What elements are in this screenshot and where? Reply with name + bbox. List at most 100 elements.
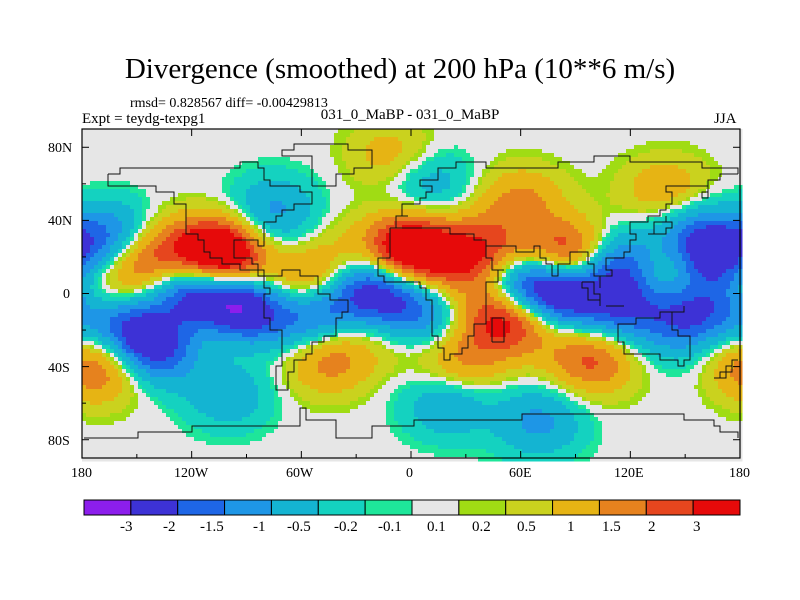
field-cell [174, 169, 179, 174]
field-cell [406, 177, 411, 182]
field-cell [322, 181, 327, 186]
field-cell [430, 193, 435, 198]
field-cell [718, 133, 723, 138]
field-cell [442, 165, 447, 170]
field-cell [238, 241, 243, 246]
field-cell [730, 233, 735, 238]
field-cell [562, 153, 567, 158]
field-cell [402, 145, 407, 150]
field-cell [310, 153, 315, 158]
field-cell [566, 229, 571, 234]
field-cell [726, 153, 731, 158]
field-cell [194, 161, 199, 166]
field-cell [218, 213, 223, 218]
field-cell [194, 157, 199, 162]
field-cell [678, 221, 683, 226]
field-cell [306, 189, 311, 194]
field-cell [550, 137, 555, 142]
field-cell [590, 245, 595, 250]
field-cell [358, 165, 363, 170]
field-cell [246, 133, 251, 138]
field-cell [238, 133, 243, 138]
field-cell [298, 229, 303, 234]
field-cell [566, 177, 571, 182]
field-cell [278, 225, 283, 230]
field-cell [618, 213, 623, 218]
field-cell [102, 181, 107, 186]
field-cell [142, 249, 147, 254]
field-cell [402, 209, 407, 214]
field-cell [598, 157, 603, 162]
field-cell [350, 237, 355, 242]
field-cell [550, 241, 555, 246]
field-cell [146, 129, 151, 134]
field-cell [578, 141, 583, 146]
field-cell [202, 133, 207, 138]
field-cell [562, 169, 567, 174]
field-cell [142, 221, 147, 226]
field-cell [226, 201, 231, 206]
field-cell [542, 137, 547, 142]
field-cell [594, 245, 599, 250]
field-cell [258, 233, 263, 238]
field-cell [178, 165, 183, 170]
field-cell [546, 177, 551, 182]
field-cell [550, 149, 555, 154]
field-cell [390, 205, 395, 210]
field-cell [502, 201, 507, 206]
field-cell [94, 229, 99, 234]
field-cell [82, 177, 87, 182]
field-cell [102, 229, 107, 234]
field-cell [94, 141, 99, 146]
field-cell [362, 197, 367, 202]
field-cell [166, 145, 171, 150]
field-cell [158, 181, 163, 186]
field-cell [690, 209, 695, 214]
field-cell [698, 241, 703, 246]
field-cell [646, 225, 651, 230]
field-cell [442, 205, 447, 210]
field-cell [102, 177, 107, 182]
field-cell [454, 133, 459, 138]
field-cell [386, 221, 391, 226]
field-cell [90, 217, 95, 222]
field-cell [430, 201, 435, 206]
field-cell [362, 149, 367, 154]
field-cell [446, 149, 451, 154]
field-cell [702, 229, 707, 234]
field-cell [410, 209, 415, 214]
field-cell [314, 161, 319, 166]
field-cell [450, 161, 455, 166]
field-cell [374, 245, 379, 250]
field-cell [358, 161, 363, 166]
field-cell [182, 225, 187, 230]
field-cell [694, 241, 699, 246]
field-cell [654, 213, 659, 218]
field-cell [422, 205, 427, 210]
field-cell [590, 149, 595, 154]
field-cell [146, 217, 151, 222]
field-cell [194, 133, 199, 138]
field-cell [354, 185, 359, 190]
field-cell [82, 245, 87, 250]
field-cell [406, 169, 411, 174]
field-cell [322, 237, 327, 242]
field-cell [154, 217, 159, 222]
field-cell [682, 217, 687, 222]
field-cell [554, 205, 559, 210]
field-cell [346, 217, 351, 222]
field-cell [602, 245, 607, 250]
field-cell [146, 189, 151, 194]
field-cell [166, 161, 171, 166]
field-cell [350, 129, 355, 134]
field-cell [598, 233, 603, 238]
field-cell [154, 157, 159, 162]
field-cell [634, 133, 639, 138]
field-cell [454, 217, 459, 222]
field-cell [422, 137, 427, 142]
field-cell [454, 129, 459, 134]
field-cell [442, 137, 447, 142]
field-cell [486, 229, 491, 234]
field-cell [698, 173, 703, 178]
field-cell [410, 217, 415, 222]
